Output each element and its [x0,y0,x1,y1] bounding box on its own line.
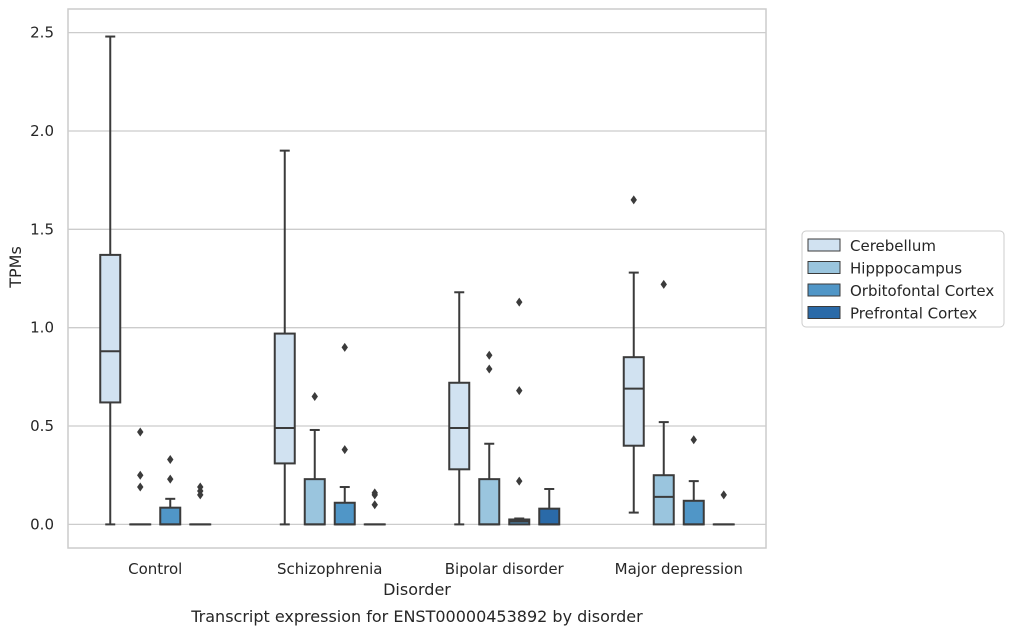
outlier-point [486,350,493,360]
box-body [478,478,501,526]
plot-frame [67,8,767,549]
box-body [538,507,561,526]
y-axis-label: TPMs [6,246,25,289]
box-2-0 [448,291,471,526]
outlier-point [486,364,493,374]
legend-swatch [807,238,841,252]
x-tick-label: Schizophrenia [277,560,382,578]
x-axis-label: Disorder [383,580,451,599]
legend-frame [801,230,1005,328]
legend-swatch [807,261,841,274]
legend: Cerebellum Hipppocampus Orbitofontal Corte… [801,230,1005,328]
legend-label: Prefrontal Cortex [850,305,977,323]
legend-swatch [807,306,841,319]
x-tick-label: Bipolar disorder [445,560,565,578]
box-3-2 [682,435,705,526]
x-tick-label: Major depression [615,560,743,578]
box-0-2 [159,454,182,526]
outlier-point [720,490,727,500]
legend-swatch [807,283,841,297]
y-tick-label: 2.5 [30,24,54,42]
box-1-2 [333,342,356,526]
outlier-point [371,500,378,510]
outlier-point [311,392,318,402]
outlier-point [137,482,144,492]
outlier-point [341,445,348,455]
outlier-point [516,476,523,486]
outlier-point [660,279,667,289]
box-0-0 [99,35,122,526]
y-tick-label: 1.0 [30,319,54,337]
legend-label: Hipppocampus [850,260,962,278]
box-body [99,253,122,404]
box-body [303,478,326,526]
outlier-point [167,454,174,464]
outlier-point [167,474,174,484]
outlier-point [516,297,523,307]
outlier-point [690,435,697,445]
box-1-3 [363,488,386,526]
x-tick-label: Control [128,560,182,578]
box-3-3 [712,490,735,526]
outlier-point [516,386,523,396]
boxes [99,35,735,526]
box-body [682,499,705,526]
grid-lines [68,31,766,526]
box-body [273,332,296,465]
legend-label: Orbitofontal Cortex [850,282,994,300]
y-tick-label: 1.5 [30,220,54,238]
box-0-1 [129,427,152,526]
outlier-point [137,470,144,480]
box-1-0 [273,149,296,526]
y-tick-label: 0.5 [30,417,54,435]
x-tick-labels: Control Schizophrenia Bipolar disorder Majo… [128,560,743,578]
box-2-1 [478,350,501,526]
outlier-point [630,195,637,205]
legend-label: Cerebellum [850,237,936,255]
outlier-point [341,342,348,352]
y-tick-label: 2.0 [30,122,54,140]
box-3-0 [622,195,645,514]
outlier-point [137,427,144,437]
box-body [448,381,471,471]
box-body [333,501,356,526]
box-body [652,474,675,526]
box-0-3 [189,482,212,526]
outlier-point [371,490,378,500]
box-3-1 [652,279,675,526]
chart-title: Transcript expression for ENST0000045389… [190,607,643,626]
box-1-1 [303,392,326,526]
y-tick-label: 0.0 [30,515,54,533]
box-2-3 [538,487,561,526]
box-body [622,356,645,447]
box-body [159,506,182,526]
box-2-2 [508,297,531,526]
outlier-point [197,490,204,500]
y-tick-labels: 0.0 0.5 1.0 1.5 2.0 2.5 [30,24,54,534]
